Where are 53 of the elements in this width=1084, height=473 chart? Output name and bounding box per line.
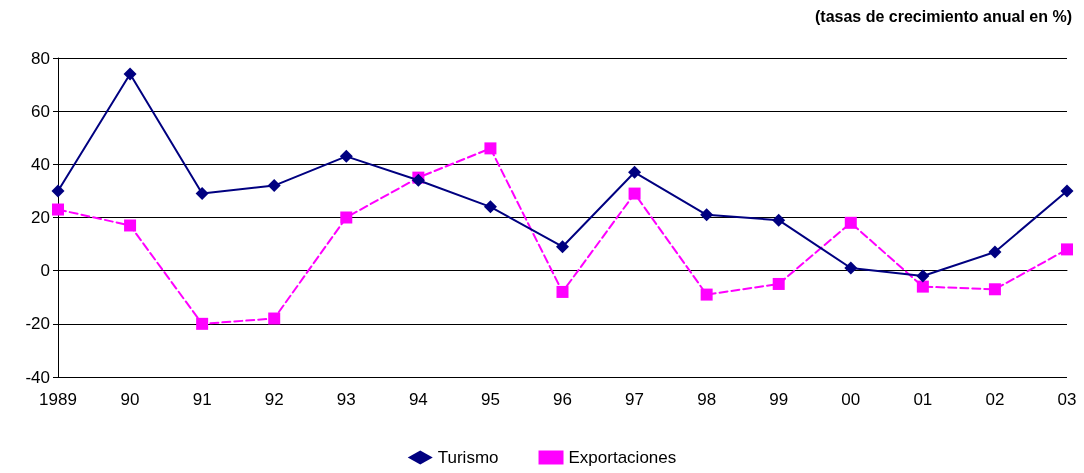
point (51, 184, 65, 198)
point (1060, 184, 1074, 198)
point (484, 142, 497, 155)
point (556, 285, 569, 298)
point (844, 261, 858, 275)
point (988, 245, 1002, 259)
point (268, 312, 281, 325)
x-tick-label: 90 (120, 390, 140, 409)
text: (tasas de crecimiento anual en %) (815, 7, 1073, 25)
x-tick-label: 98 (697, 390, 717, 409)
point (700, 208, 714, 222)
x-tick-label: 93 (336, 390, 356, 409)
x-tick-label: 02 (985, 390, 1005, 409)
x-tick-label: 03 (1057, 390, 1077, 409)
x-tick-label: 92 (264, 390, 284, 409)
y-tick-label: -40 (25, 367, 50, 387)
y-tick-label: 40 (31, 154, 50, 174)
point (988, 283, 1001, 296)
point (340, 211, 353, 224)
y-tick-label: -20 (25, 314, 50, 334)
y-tick-label: 0 (40, 261, 50, 281)
point (195, 187, 209, 201)
x-tick-label: 01 (913, 390, 933, 409)
point (772, 277, 785, 290)
y-tick-label: 20 (31, 208, 50, 227)
x-tick-label: 95 (480, 390, 500, 409)
point (483, 200, 497, 214)
x-tick-label: 91 (192, 390, 212, 409)
point (916, 280, 929, 293)
point (628, 187, 641, 200)
point (772, 213, 786, 227)
x-tick-label: 96 (553, 390, 572, 409)
x-tick-label: 00 (841, 390, 861, 409)
point (267, 179, 281, 193)
point (339, 149, 353, 163)
point (556, 240, 569, 254)
y-tick-label: 60 (31, 101, 50, 121)
point (123, 67, 137, 81)
x-tick-label: 99 (769, 390, 789, 409)
point (196, 317, 209, 330)
x-tick-label: 94 (408, 390, 428, 409)
legend-label: Exportaciones (568, 448, 677, 467)
point (700, 288, 713, 301)
y-tick-label: 80 (31, 48, 50, 68)
point (124, 219, 137, 232)
legend-label: Turismo (437, 448, 499, 467)
point (844, 216, 857, 229)
x-tick-label: 97 (625, 390, 645, 409)
x-tick-label: 1989 (39, 390, 77, 409)
point (916, 269, 930, 283)
point (1061, 243, 1073, 256)
point (628, 165, 642, 179)
point (52, 203, 64, 216)
